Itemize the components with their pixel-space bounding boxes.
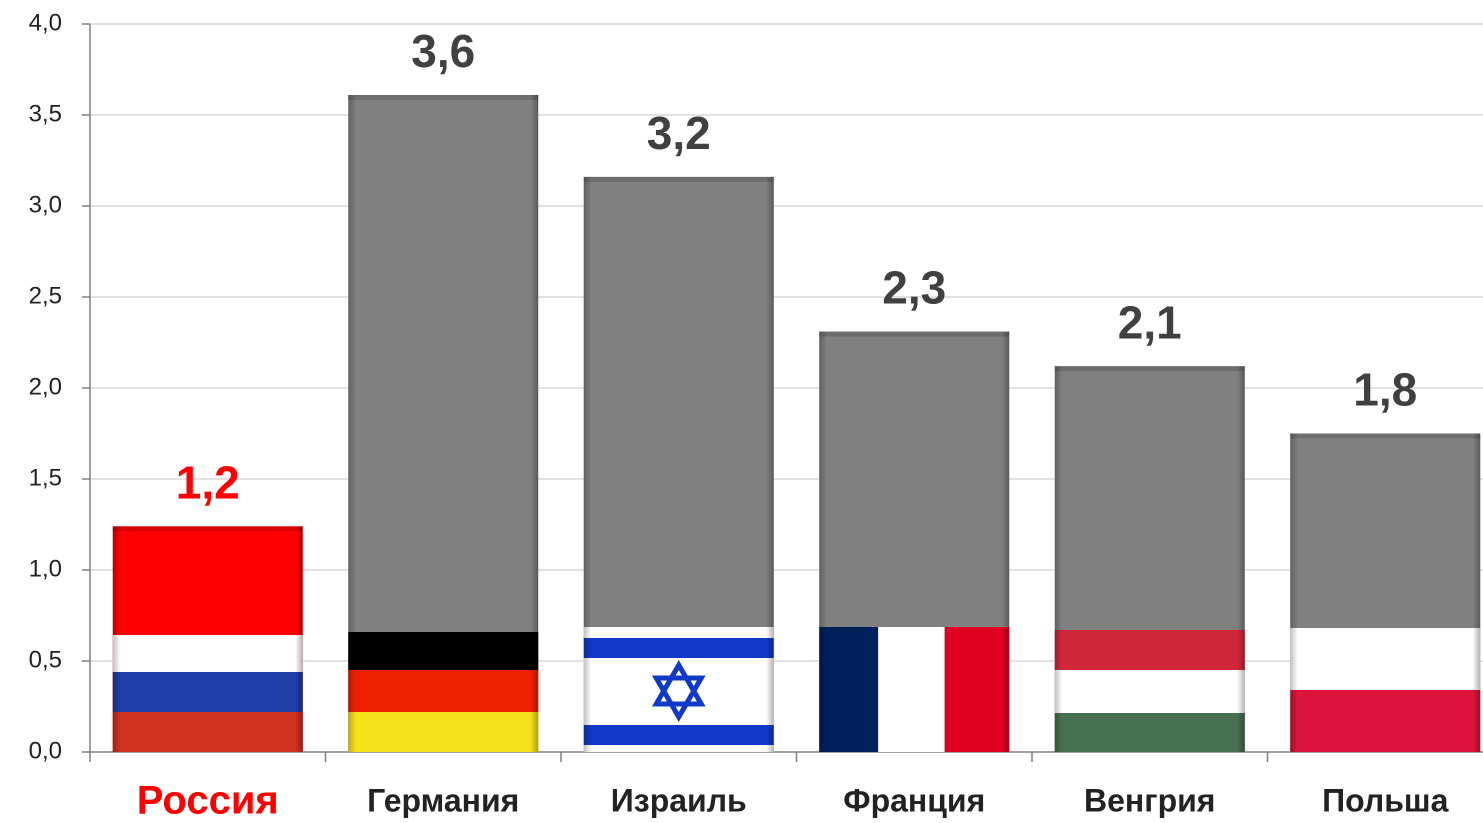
y-tick-label: 2,0 [29,373,62,400]
bar-top [348,94,539,100]
bar-top [112,526,303,532]
x-tick-label: Израиль [611,782,747,818]
y-tick-label: 3,5 [29,100,62,127]
y-tick-label: 4,0 [29,9,62,36]
bar-shade [583,176,774,752]
y-tick-label: 1,5 [29,464,62,491]
bar-shade [819,331,1010,752]
bar-group [112,526,303,752]
value-label: 3,6 [411,25,475,77]
bar-top [819,331,1010,337]
x-tick-label: Польша [1322,782,1448,818]
y-tick-label: 0,0 [29,737,62,764]
bar-group [1054,366,1245,752]
bar-group [1290,433,1481,752]
bar-top [583,176,774,182]
x-tick-label: Германия [367,782,519,818]
x-tick-label: Россия [137,779,279,823]
bar-group [583,176,774,752]
value-label: 2,3 [882,262,946,314]
y-tick-label: 2,5 [29,282,62,309]
x-tick-label: Венгрия [1084,782,1215,818]
value-label: 1,8 [1353,364,1417,416]
value-label: 2,1 [1118,296,1182,348]
y-tick-label: 1,0 [29,555,62,582]
value-label: 1,2 [176,456,240,508]
bar-top [1290,433,1481,439]
bar-group [348,94,539,753]
y-tick-label: 3,0 [29,191,62,218]
value-label: 3,2 [647,107,711,159]
bar-group [819,331,1010,752]
y-tick-label: 0,5 [29,646,62,673]
x-tick-label: Франция [843,782,985,818]
bar-shade [1290,433,1481,752]
bar-shade [1054,366,1245,752]
bar-shade [348,94,539,753]
bar-top [1054,366,1245,372]
bar-shade [112,526,303,752]
